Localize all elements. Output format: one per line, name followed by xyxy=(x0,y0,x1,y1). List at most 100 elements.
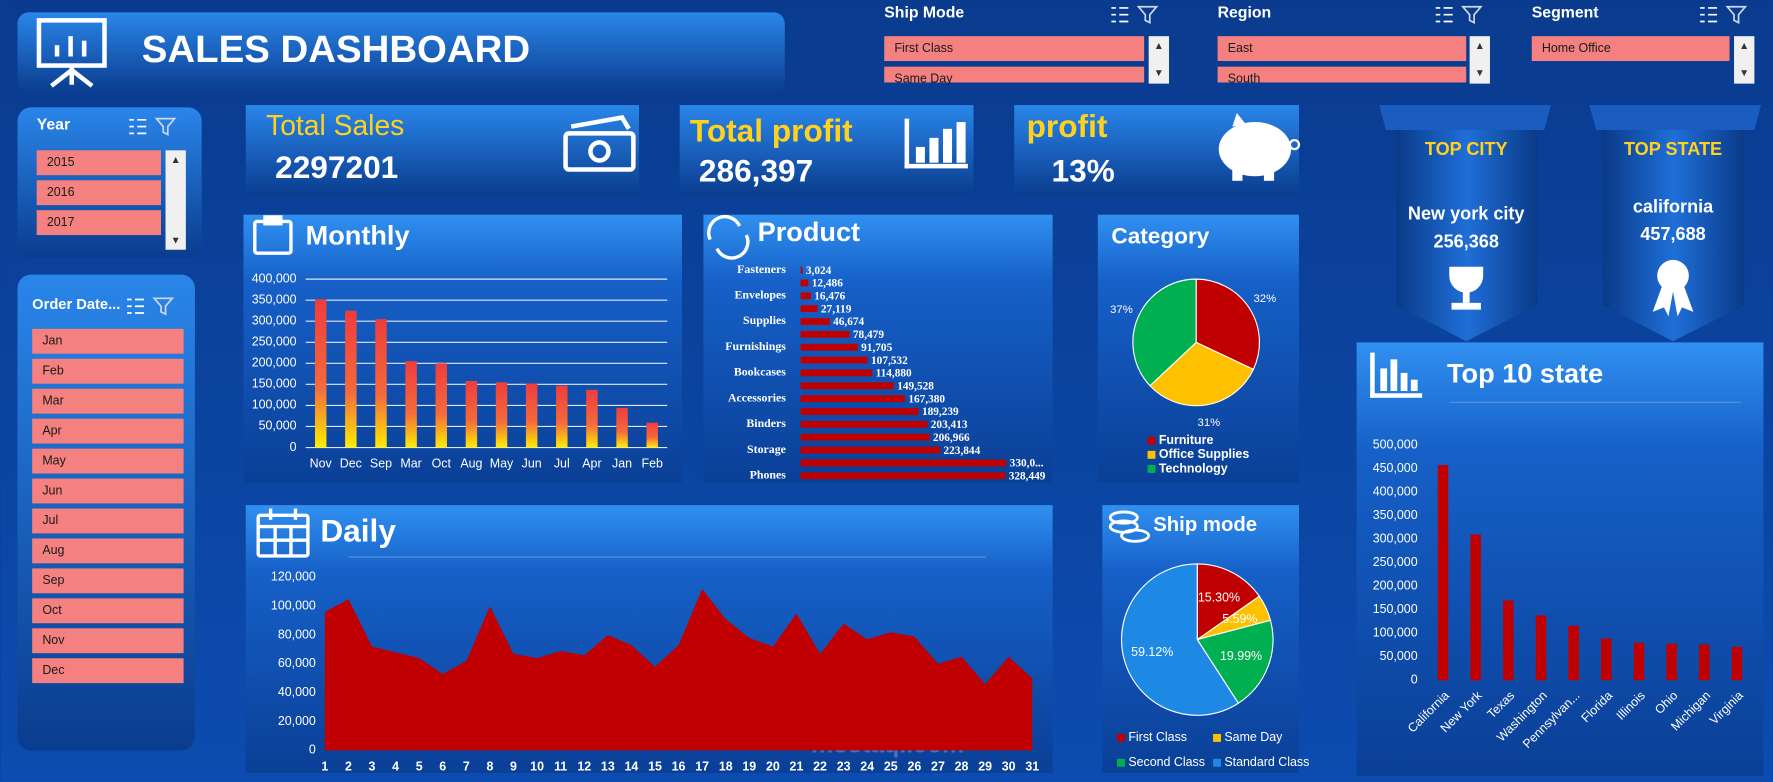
slicer-item[interactable] xyxy=(36,210,162,236)
bar xyxy=(314,299,327,448)
kpi-label: Total Sales xyxy=(266,109,404,141)
data-label: 189,239 xyxy=(922,406,959,418)
slicer-item[interactable] xyxy=(36,150,162,176)
y-tick-label: 200,000 xyxy=(252,356,297,370)
x-tick-label: 1 xyxy=(321,760,328,774)
slicer-item-label: Aug xyxy=(42,543,64,557)
data-label: 107,532 xyxy=(871,355,908,367)
x-tick-label: 29 xyxy=(978,760,992,774)
scroll-down[interactable]: ▼ xyxy=(1739,68,1749,79)
slicer-item[interactable] xyxy=(884,36,1145,62)
y-tick-label: 50,000 xyxy=(1380,649,1418,663)
y-tick-label: 300,000 xyxy=(252,314,297,328)
slicer-item-label: First Class xyxy=(894,41,953,55)
slicer-item[interactable] xyxy=(36,180,162,206)
bar xyxy=(616,407,628,448)
scroll-up[interactable]: ▲ xyxy=(171,155,181,166)
bar xyxy=(800,318,830,325)
slicer-item[interactable] xyxy=(1217,36,1467,62)
top-title: TOP STATE xyxy=(1624,139,1722,159)
data-label: 5.59% xyxy=(1222,612,1257,626)
bar xyxy=(646,422,658,448)
legend-label: Same Day xyxy=(1224,730,1283,744)
x-tick-label: 26 xyxy=(907,760,921,774)
bar xyxy=(1666,643,1677,681)
slicer-item[interactable] xyxy=(32,478,184,504)
chart-title: Ship mode xyxy=(1153,514,1257,536)
x-tick-label: Aug xyxy=(460,457,482,471)
kpi-value: 286,397 xyxy=(699,152,813,188)
slicer-item[interactable] xyxy=(32,418,184,444)
slicer-item[interactable] xyxy=(32,328,184,354)
bar xyxy=(800,433,930,441)
legend-swatch xyxy=(1213,758,1221,767)
bar xyxy=(800,305,818,313)
slicer-item[interactable] xyxy=(1217,66,1467,83)
scroll-down[interactable]: ▼ xyxy=(1475,68,1485,79)
y-tick-label: 300,000 xyxy=(1373,532,1418,546)
scroll-up[interactable]: ▲ xyxy=(1739,41,1749,52)
x-tick-label: 28 xyxy=(955,760,969,774)
scroll-up[interactable]: ▲ xyxy=(1154,41,1164,52)
legend-label: Standard Class xyxy=(1224,755,1309,769)
slicer-item-label: South xyxy=(1228,71,1261,85)
top-name: New york city xyxy=(1408,203,1525,223)
bar xyxy=(800,395,905,403)
scroll-down[interactable]: ▼ xyxy=(171,235,181,246)
slicer-item[interactable] xyxy=(32,628,184,654)
slicer-item[interactable] xyxy=(1531,36,1730,62)
data-label: 19.99% xyxy=(1220,649,1262,663)
slicer-item[interactable] xyxy=(884,66,1145,83)
bar xyxy=(1731,646,1743,681)
bar xyxy=(405,361,417,448)
data-label: 203,413 xyxy=(931,419,968,431)
bar xyxy=(465,380,478,448)
legend-swatch xyxy=(1147,450,1156,459)
top-city-banner xyxy=(1379,105,1551,342)
dashboard-title: SALES DASHBOARD xyxy=(142,28,530,71)
bar xyxy=(1535,615,1547,681)
data-label: 78,479 xyxy=(853,329,884,341)
legend-label: First Class xyxy=(1128,730,1187,744)
x-tick-label: 23 xyxy=(837,760,851,774)
bar xyxy=(800,330,850,338)
x-tick-label: 12 xyxy=(577,760,591,774)
x-tick-label: 21 xyxy=(790,760,804,774)
x-tick-label: 3 xyxy=(369,760,376,774)
slicer-item[interactable] xyxy=(32,598,184,624)
slicer-item-label: Sep xyxy=(42,573,64,587)
coins-icon xyxy=(1108,510,1151,543)
scrollbar xyxy=(1148,36,1170,84)
x-tick-label: 11 xyxy=(554,760,567,774)
x-tick-label: Feb xyxy=(641,457,662,471)
calendar-icon xyxy=(256,508,310,558)
slicer-item[interactable] xyxy=(32,448,184,474)
slicer-item[interactable] xyxy=(32,658,184,684)
bar xyxy=(800,408,919,415)
scroll-up[interactable]: ▲ xyxy=(1475,41,1485,52)
slicer-item[interactable] xyxy=(32,508,184,534)
slicer-item-label: Home Office xyxy=(1542,41,1611,55)
y-tick-label: Envelopes xyxy=(735,288,787,302)
slicer-title: Segment xyxy=(1532,5,1600,22)
slicer-item[interactable] xyxy=(32,568,184,594)
x-tick-label: Nov xyxy=(310,457,333,471)
area xyxy=(324,588,1033,751)
x-tick-label: 2 xyxy=(345,760,352,774)
scroll-down[interactable]: ▼ xyxy=(1154,68,1164,79)
slicer-item[interactable] xyxy=(32,388,184,414)
slicer-title: Order Date... xyxy=(32,297,120,313)
bar xyxy=(800,279,809,287)
bar xyxy=(800,292,811,300)
data-label: 32% xyxy=(1254,293,1277,305)
bar xyxy=(1503,600,1514,681)
slicer-item[interactable] xyxy=(32,538,184,564)
slicer-item[interactable] xyxy=(32,358,184,384)
x-tick-label: 20 xyxy=(766,760,780,774)
money-icon xyxy=(563,115,636,172)
x-tick-label: 6 xyxy=(439,760,446,774)
multi-select-icon xyxy=(127,298,145,314)
clear-filter-icon xyxy=(1460,5,1483,24)
x-tick-label: 10 xyxy=(530,760,544,774)
slicer-item-label: Apr xyxy=(42,423,61,437)
